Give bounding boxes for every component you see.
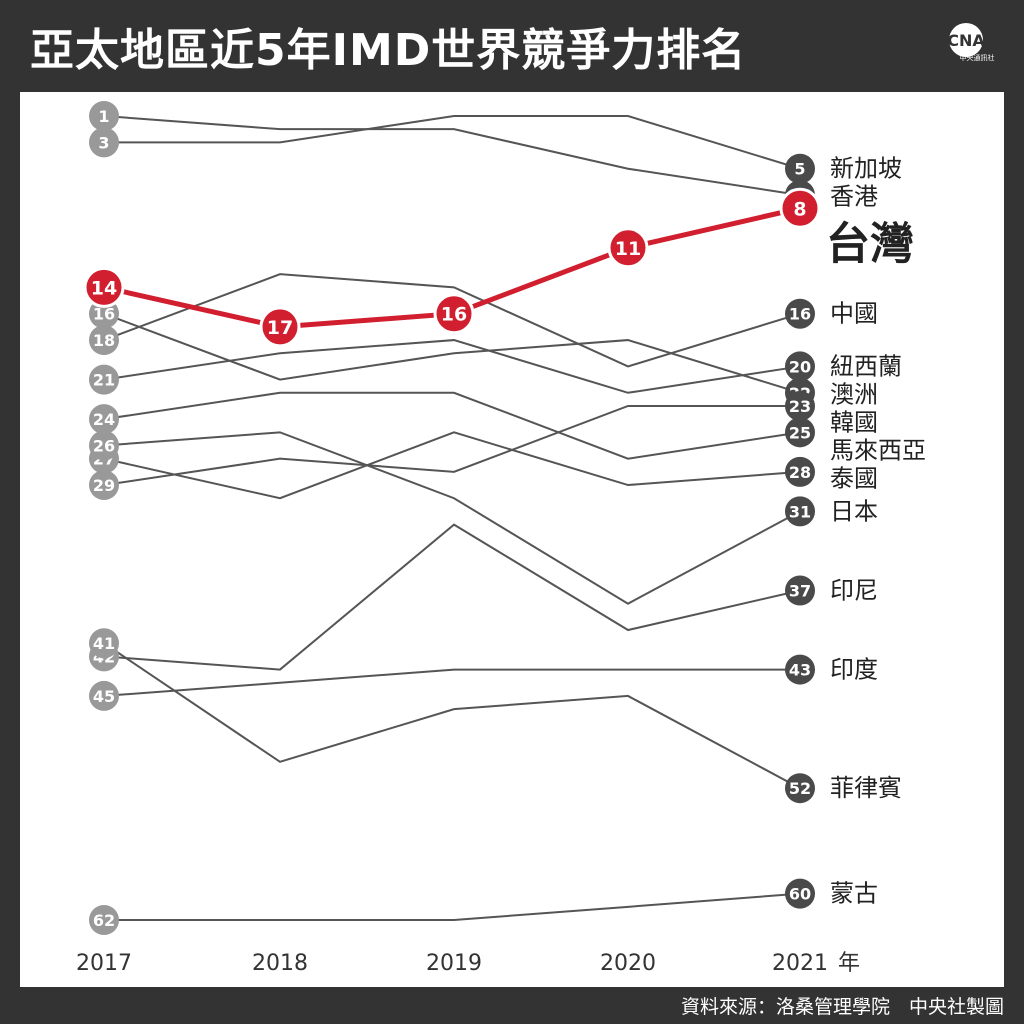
start-value-6: 24	[93, 410, 115, 429]
start-value-10: 45	[93, 687, 115, 706]
end-marker-3	[785, 351, 815, 382]
series-line-4	[103, 312, 801, 394]
start-marker-2	[89, 325, 119, 356]
country-label-7: 泰國	[830, 464, 878, 492]
highlight-marker-1	[259, 306, 301, 348]
series-line-3	[103, 339, 801, 394]
start-value-1: 1	[98, 107, 109, 126]
start-value-4: 16	[93, 305, 115, 324]
end-value-3: 20	[789, 357, 811, 376]
start-marker-6	[89, 404, 119, 435]
series-markers: 3118211629242726424541625716202223252831…	[83, 101, 821, 935]
start-value-2: 18	[93, 331, 115, 350]
series-line-7	[103, 431, 801, 500]
highlight-value-4: 8	[793, 198, 806, 220]
start-value-11: 41	[93, 634, 115, 653]
start-value-8: 26	[93, 437, 115, 456]
x-tick-label-1: 2018	[252, 951, 308, 976]
end-value-10: 43	[789, 661, 811, 680]
country-label-1: 香港	[830, 183, 878, 211]
chart-panel	[20, 92, 1004, 987]
start-marker-11	[89, 628, 119, 659]
highlight-marker-0	[83, 266, 125, 308]
x-tick-label-4: 2021	[772, 951, 828, 976]
end-value-5: 23	[789, 397, 811, 416]
country-label-10: 印度	[830, 656, 878, 684]
country-label-6: 馬來西亞	[830, 436, 926, 464]
end-marker-8	[785, 496, 815, 527]
source-credit: 資料來源：洛桑管理學院 中央社製圖	[680, 996, 1004, 1018]
country-label-3: 紐西蘭	[830, 352, 902, 380]
end-marker-0	[785, 153, 815, 184]
end-value-7: 28	[789, 463, 811, 482]
end-value-2: 16	[789, 305, 811, 324]
start-marker-1	[89, 101, 119, 131]
series-line-10	[103, 668, 800, 697]
end-marker-6	[785, 417, 815, 448]
series-line-12	[104, 892, 801, 921]
x-tick-label-0: 2017	[76, 951, 132, 976]
start-value-0: 3	[98, 133, 109, 152]
end-marker-11	[785, 773, 815, 804]
end-value-8: 31	[789, 502, 811, 521]
series-line-0	[104, 115, 801, 170]
series-line-9	[103, 523, 801, 671]
page-title: 亞太地區近5年IMD世界競爭力排名	[30, 25, 747, 76]
country-label-0: 新加坡	[830, 155, 902, 183]
x-tick-label-2: 2019	[426, 951, 482, 976]
end-marker-12	[785, 878, 815, 909]
country-label-9: 印尼	[830, 576, 878, 604]
series-line-8	[103, 431, 801, 605]
start-marker-3	[89, 364, 119, 395]
highlight-marker-3	[607, 227, 649, 269]
highlight-value-3: 11	[615, 238, 641, 260]
cna-logo-icon: CNA	[947, 23, 985, 57]
country-label-2: 中國	[830, 300, 878, 328]
country-label-11: 菲律賓	[830, 774, 902, 802]
highlight-marker-4	[779, 187, 821, 229]
highlight-value-2: 16	[441, 304, 467, 326]
series-lines	[103, 115, 801, 921]
series-line-6	[103, 391, 801, 460]
end-value-0: 5	[794, 160, 805, 179]
series-line-11	[103, 642, 801, 790]
highlight-value-0: 14	[91, 277, 117, 299]
end-value-9: 37	[789, 581, 811, 600]
end-marker-7	[785, 456, 815, 487]
start-value-3: 21	[93, 371, 115, 390]
logo-subtitle: 中央通訊社	[959, 54, 995, 62]
start-marker-5	[89, 470, 119, 501]
start-marker-10	[89, 680, 119, 711]
start-marker-0	[89, 127, 119, 158]
country-label-4: 澳洲	[830, 380, 878, 408]
highlight-label-0: 台灣	[826, 219, 914, 270]
country-label-5: 韓國	[830, 408, 878, 436]
end-marker-2	[785, 298, 815, 329]
start-marker-8	[89, 430, 119, 461]
year-unit-label: 年	[838, 951, 860, 976]
start-value-12: 62	[93, 911, 115, 930]
end-marker-10	[785, 654, 815, 685]
country-label-12: 蒙古	[830, 880, 878, 908]
start-value-5: 29	[93, 476, 115, 495]
x-tick-label-3: 2020	[600, 951, 656, 976]
highlight-value-1: 17	[267, 317, 293, 339]
end-marker-9	[785, 575, 815, 606]
end-value-11: 52	[789, 779, 811, 798]
highlight-marker-2	[433, 293, 475, 335]
series-line-1	[103, 115, 801, 197]
end-marker-5	[785, 390, 815, 421]
series-line-5	[103, 404, 800, 487]
series-line-2	[103, 273, 801, 368]
logo-mark: CNA	[947, 31, 985, 50]
country-label-8: 日本	[830, 497, 878, 525]
start-marker-12	[89, 905, 119, 935]
end-value-6: 25	[789, 423, 811, 442]
end-value-12: 60	[789, 885, 811, 904]
